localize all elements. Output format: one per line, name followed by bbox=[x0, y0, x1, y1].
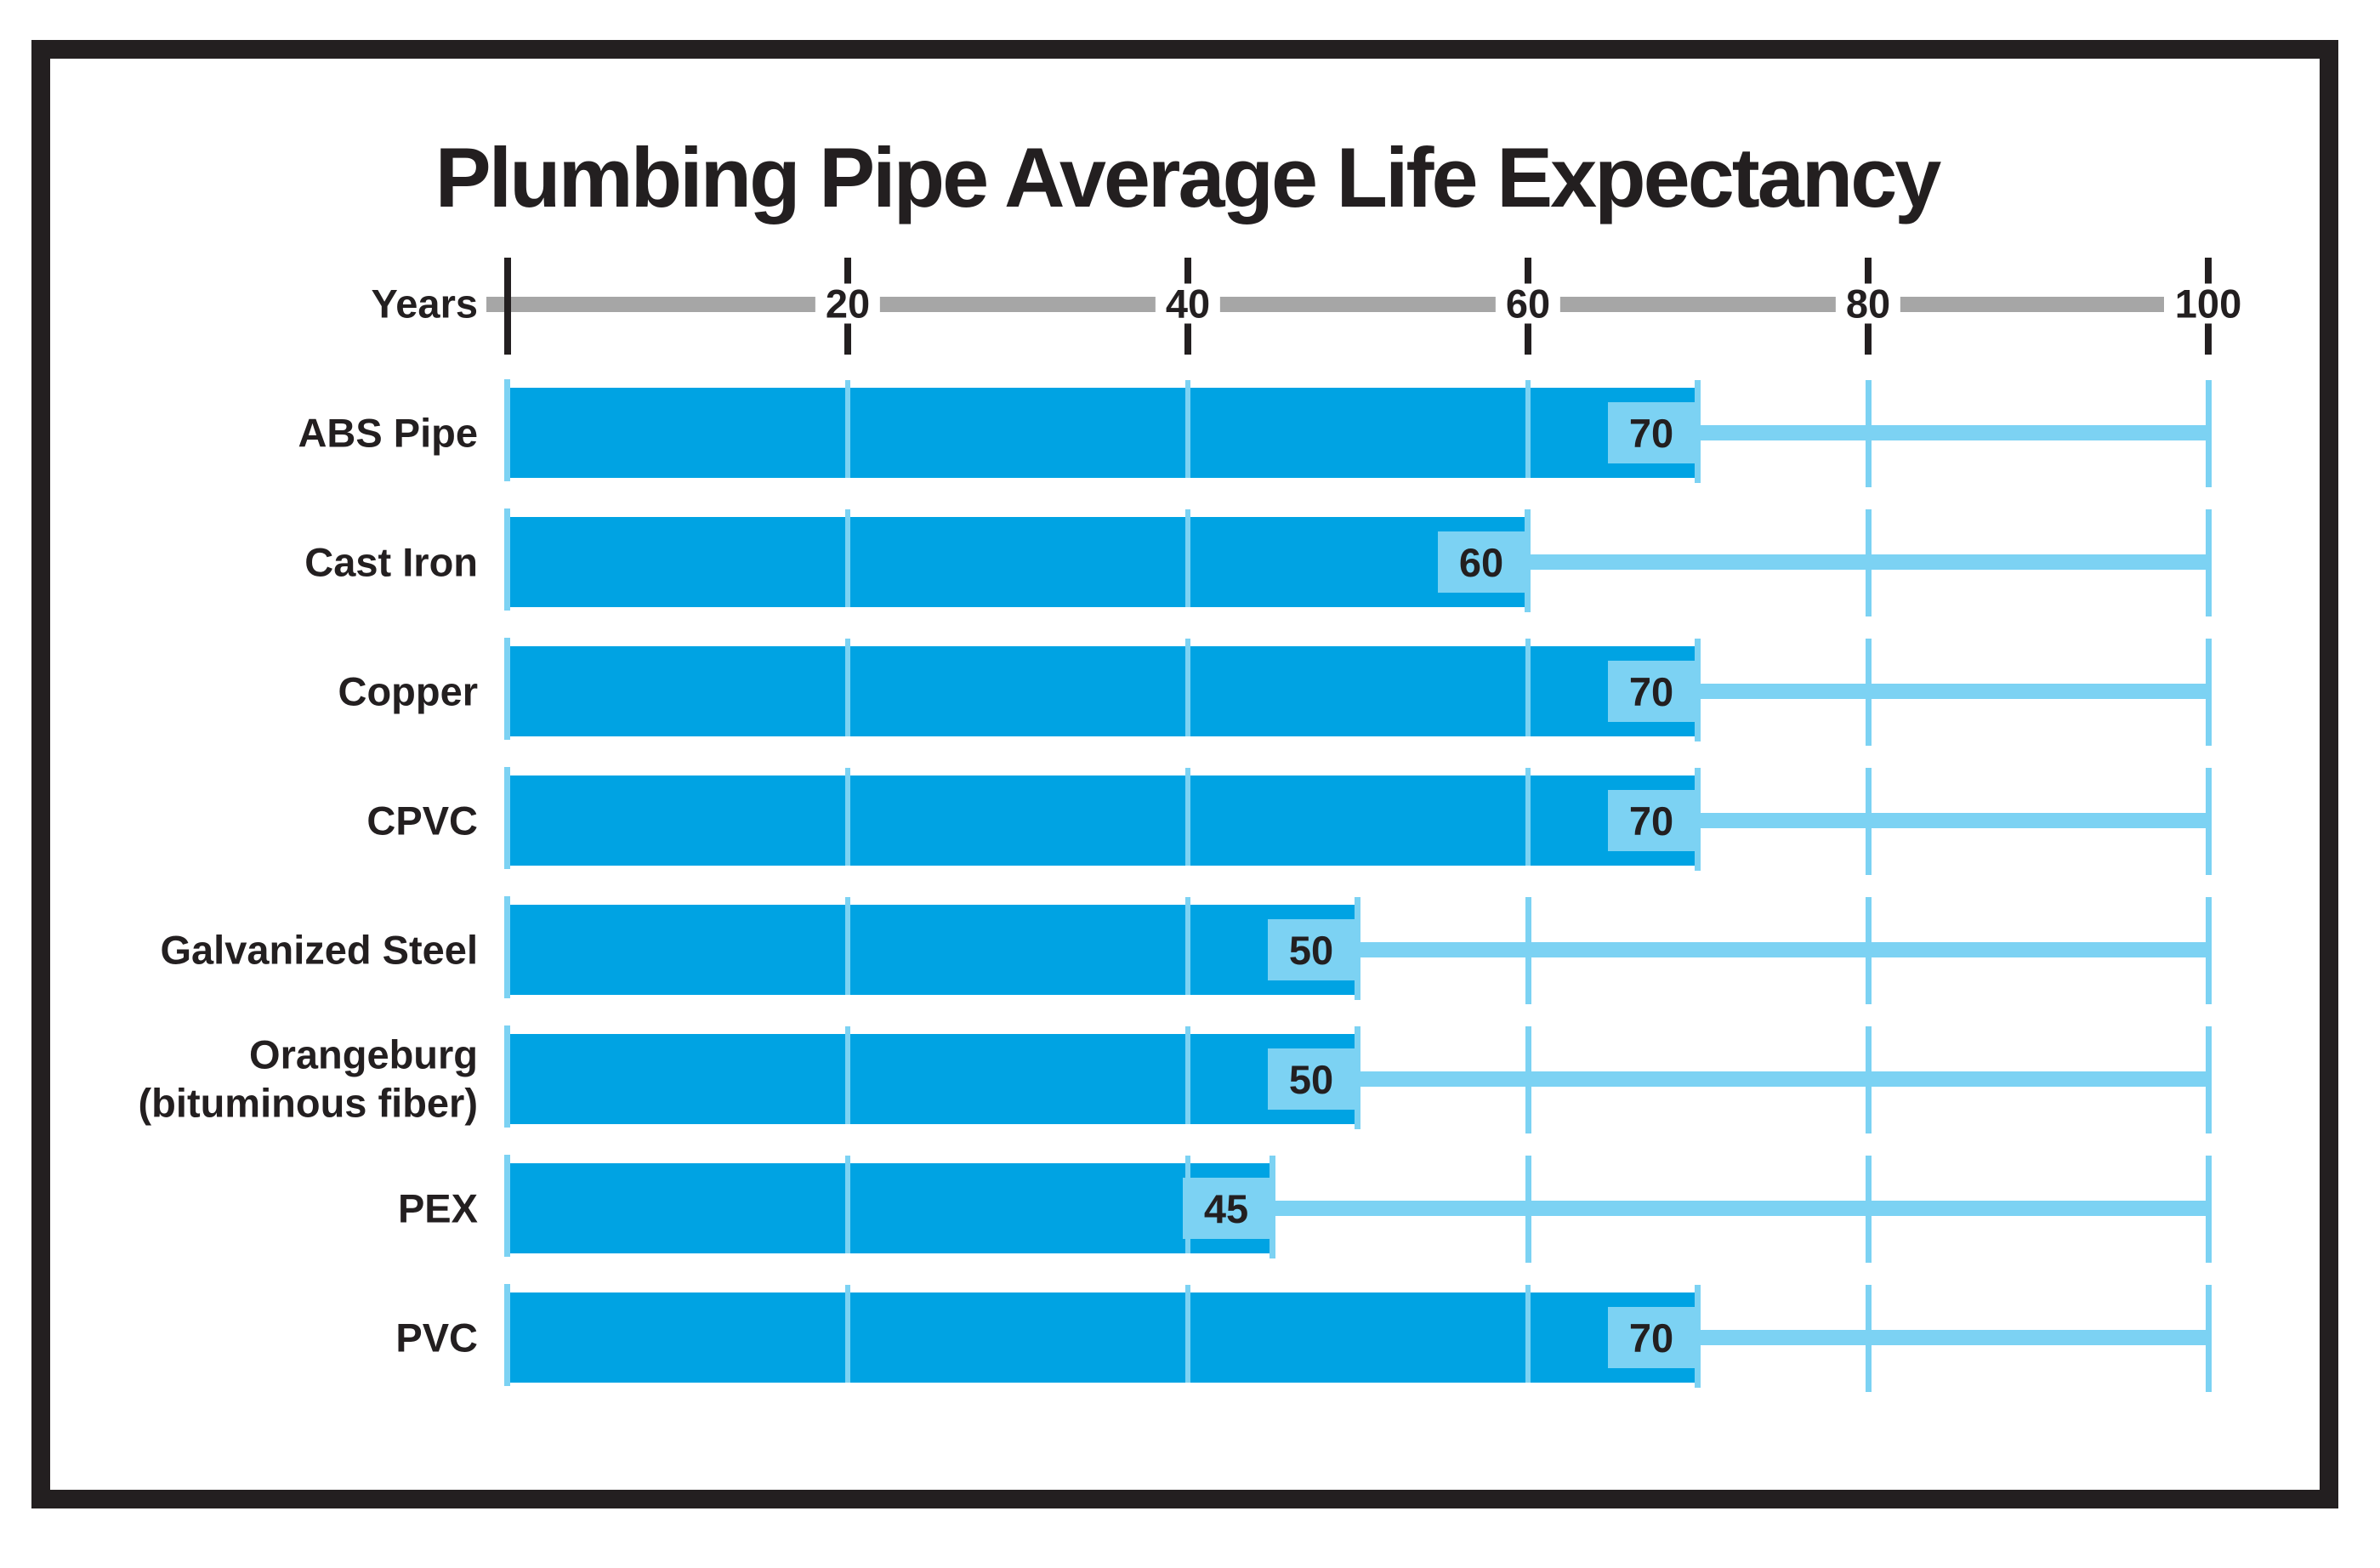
connector-line bbox=[1698, 425, 2208, 440]
bar-end-cap bbox=[1525, 509, 1531, 612]
bar-start-cap bbox=[504, 1155, 510, 1257]
category-label: CPVC bbox=[366, 798, 478, 844]
bar bbox=[508, 775, 1698, 866]
bar bbox=[508, 646, 1698, 736]
bar-separator bbox=[1185, 1026, 1190, 1124]
grid-tick bbox=[2206, 897, 2212, 1004]
connector-line bbox=[1698, 1330, 2208, 1345]
bar-separator bbox=[1525, 1285, 1531, 1383]
bar-separator bbox=[845, 768, 850, 866]
bar-separator bbox=[1185, 897, 1190, 995]
category-label: Orangeburg (bituminous fiber) bbox=[138, 1031, 478, 1126]
category-label: Galvanized Steel bbox=[160, 927, 478, 973]
bar-separator bbox=[845, 509, 850, 607]
bar-separator bbox=[1185, 380, 1190, 478]
bar-separator bbox=[1185, 768, 1190, 866]
grid-tick bbox=[1866, 509, 1872, 616]
value-badge: 45 bbox=[1183, 1178, 1270, 1239]
frame-border bbox=[31, 40, 2338, 1508]
grid-tick bbox=[2206, 1026, 2212, 1133]
bar-start-cap bbox=[504, 508, 510, 611]
grid-tick bbox=[2206, 509, 2212, 616]
category-label: PVC bbox=[395, 1315, 478, 1361]
value-badge: 50 bbox=[1268, 919, 1355, 980]
category-label: Cast Iron bbox=[304, 539, 478, 585]
bar bbox=[508, 517, 1528, 607]
connector-line bbox=[1273, 1201, 2208, 1216]
bar-start-cap bbox=[504, 767, 510, 869]
connector-line bbox=[1698, 684, 2208, 699]
bar bbox=[508, 1163, 1273, 1253]
grid-tick bbox=[2206, 768, 2212, 875]
bar-start-cap bbox=[504, 1025, 510, 1128]
bar bbox=[508, 905, 1358, 995]
axis-label-years: Years bbox=[371, 281, 478, 327]
value-badge: 50 bbox=[1268, 1048, 1355, 1110]
grid-tick bbox=[1866, 897, 1872, 1004]
bar bbox=[508, 388, 1698, 478]
bar bbox=[508, 1034, 1358, 1124]
bar-separator bbox=[1185, 639, 1190, 736]
axis-line bbox=[486, 297, 2164, 312]
category-label: ABS Pipe bbox=[298, 410, 478, 456]
axis-tick-label: 100 bbox=[2164, 283, 2252, 324]
bar-start-cap bbox=[504, 379, 510, 481]
bar-separator bbox=[845, 380, 850, 478]
bar-end-cap bbox=[1355, 1026, 1360, 1129]
grid-tick bbox=[1866, 380, 1872, 487]
bar-start-cap bbox=[504, 896, 510, 998]
bar-end-cap bbox=[1695, 380, 1701, 483]
bar-separator bbox=[1185, 509, 1190, 607]
grid-tick bbox=[1866, 768, 1872, 875]
value-badge: 70 bbox=[1608, 661, 1695, 722]
bar-separator bbox=[845, 897, 850, 995]
axis-tick-label: 40 bbox=[1155, 283, 1221, 324]
grid-tick bbox=[2206, 1285, 2212, 1392]
grid-tick bbox=[1866, 1026, 1872, 1133]
category-label: PEX bbox=[397, 1185, 478, 1231]
connector-line bbox=[1358, 1071, 2208, 1087]
connector-line bbox=[1358, 942, 2208, 957]
category-label: Copper bbox=[338, 668, 479, 714]
bar-end-cap bbox=[1695, 639, 1701, 741]
value-badge: 70 bbox=[1608, 790, 1695, 851]
bar-separator bbox=[845, 1156, 850, 1253]
bar-start-cap bbox=[504, 638, 510, 740]
bar-separator bbox=[845, 1026, 850, 1124]
grid-tick bbox=[1525, 1156, 1531, 1263]
bar bbox=[508, 1292, 1698, 1383]
axis-tick bbox=[504, 258, 511, 355]
bar-separator bbox=[1525, 380, 1531, 478]
axis-tick-label: 20 bbox=[815, 283, 881, 324]
bar-separator bbox=[845, 639, 850, 736]
bar-end-cap bbox=[1695, 768, 1701, 871]
bar-end-cap bbox=[1695, 1285, 1701, 1388]
grid-tick bbox=[2206, 380, 2212, 487]
chart-title: Plumbing Pipe Average Life Expectancy bbox=[435, 130, 1942, 224]
grid-tick bbox=[1866, 1285, 1872, 1392]
bar-separator bbox=[1185, 1285, 1190, 1383]
connector-line bbox=[1698, 813, 2208, 828]
bar-end-cap bbox=[1270, 1156, 1275, 1258]
grid-tick bbox=[2206, 639, 2212, 746]
value-badge: 60 bbox=[1438, 531, 1525, 593]
grid-tick bbox=[1866, 639, 1872, 746]
bar-separator bbox=[1525, 639, 1531, 736]
value-badge: 70 bbox=[1608, 402, 1695, 463]
grid-tick bbox=[2206, 1156, 2212, 1263]
grid-tick bbox=[1525, 1026, 1531, 1133]
axis-tick-label: 60 bbox=[1495, 283, 1561, 324]
axis-tick-label: 80 bbox=[1835, 283, 1901, 324]
bar-end-cap bbox=[1355, 897, 1360, 1000]
bar-separator bbox=[845, 1285, 850, 1383]
grid-tick bbox=[1525, 897, 1531, 1004]
bar-separator bbox=[1525, 768, 1531, 866]
grid-tick bbox=[1866, 1156, 1872, 1263]
value-badge: 70 bbox=[1608, 1307, 1695, 1368]
bar-start-cap bbox=[504, 1284, 510, 1386]
